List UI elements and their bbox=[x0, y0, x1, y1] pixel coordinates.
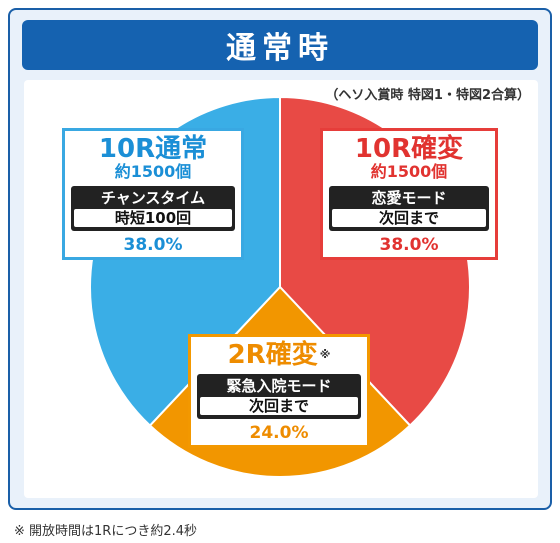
slice-count: 約1500個 bbox=[370, 162, 448, 181]
slice-count: 約1500個 bbox=[114, 162, 192, 181]
slice-label-10r-kakuhen: 10R確変 約1500個 恋愛モード 次回まで 38.0% bbox=[320, 128, 498, 260]
slice-label-2r-kakuhen: 2R確変 ※ 緊急入院モード 次回まで 24.0% bbox=[188, 334, 370, 448]
slice-title: 2R確変 bbox=[227, 340, 318, 370]
slice-title-row: 2R確変 ※ bbox=[191, 341, 367, 369]
mode-value: 時短100回 bbox=[74, 209, 232, 227]
slice-percent: 38.0% bbox=[123, 235, 183, 255]
note-mark: ※ bbox=[319, 348, 331, 361]
slice-label-10r-normal: 10R通常 約1500個 チャンスタイム 時短100回 38.0% bbox=[62, 128, 244, 260]
slice-percent: 38.0% bbox=[379, 235, 439, 255]
mode-value: 次回まで bbox=[332, 209, 486, 227]
mode-label: 緊急入院モード bbox=[226, 377, 332, 395]
mode-value: 次回まで bbox=[200, 397, 358, 415]
mode-label: 恋愛モード bbox=[371, 189, 447, 207]
slice-title: 10R確変 bbox=[354, 134, 464, 164]
page-title: 通常時 bbox=[22, 20, 538, 70]
mode-block: 恋愛モード 次回まで bbox=[329, 186, 489, 231]
slice-percent: 24.0% bbox=[249, 423, 309, 443]
footnote: ※ 開放時間は1Rにつき約2.4秒 bbox=[14, 524, 198, 539]
slice-title: 10R通常 bbox=[98, 134, 208, 164]
mode-block: チャンスタイム 時短100回 bbox=[71, 186, 235, 231]
chart-note: （ヘソ入賞時 特図1・特図2合算） bbox=[325, 88, 530, 103]
mode-label: チャンスタイム bbox=[100, 189, 206, 207]
mode-block: 緊急入院モード 次回まで bbox=[197, 374, 361, 419]
